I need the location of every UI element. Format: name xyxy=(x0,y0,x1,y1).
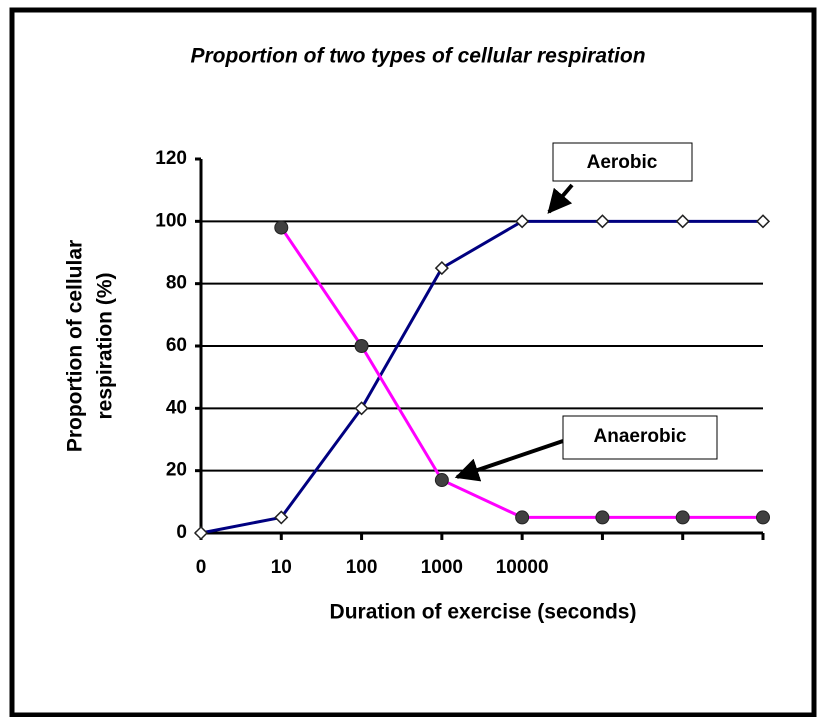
annotation-arrow xyxy=(547,183,574,214)
marker xyxy=(675,214,690,229)
marker xyxy=(675,510,690,525)
y-tick-label: 80 xyxy=(166,273,187,294)
x-axis-label: Duration of exercise (seconds) xyxy=(330,601,637,624)
y-axis-label: Proportion of cellular xyxy=(64,240,87,452)
x-tick-label: 10000 xyxy=(496,557,549,578)
x-tick-label: 0 xyxy=(196,557,207,578)
y-tick-label: 100 xyxy=(155,210,187,231)
annotation-box xyxy=(562,415,718,460)
marker xyxy=(515,214,530,229)
marker xyxy=(354,339,369,353)
x-tick-label: 1000 xyxy=(421,557,463,578)
marker xyxy=(595,510,610,525)
annotation: Aerobic xyxy=(587,152,658,173)
x-tick-label: 100 xyxy=(346,557,378,578)
x-tick-label: 10 xyxy=(271,557,292,578)
y-tick-label: 20 xyxy=(166,460,187,481)
y-axis-label: respiration (%) xyxy=(94,272,117,419)
marker xyxy=(274,220,289,235)
marker xyxy=(755,214,771,229)
marker xyxy=(756,510,770,525)
series-line xyxy=(200,219,763,535)
marker xyxy=(193,525,209,541)
y-tick-label: 60 xyxy=(166,335,187,356)
marker xyxy=(434,473,449,488)
annotation: Anaerobic xyxy=(594,426,687,447)
annotation-box xyxy=(552,142,693,182)
marker xyxy=(595,214,610,229)
chart-title: Proportion of two types of cellular resp… xyxy=(190,45,645,68)
y-tick-label: 40 xyxy=(166,397,187,418)
marker xyxy=(274,510,289,525)
marker xyxy=(515,510,530,525)
annotation-arrow xyxy=(454,439,564,482)
marker xyxy=(354,401,369,416)
y-tick-label: 120 xyxy=(155,148,187,169)
frame xyxy=(9,7,817,717)
series-line xyxy=(280,226,763,519)
marker xyxy=(434,261,449,276)
y-tick-label: 0 xyxy=(176,522,187,543)
